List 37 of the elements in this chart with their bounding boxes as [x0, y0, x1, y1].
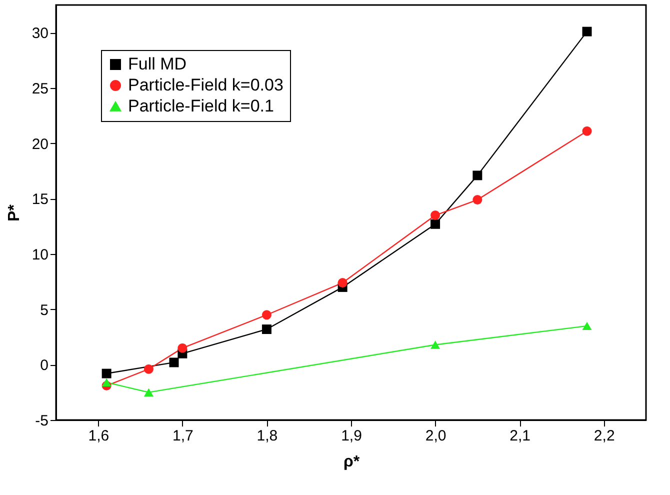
point [144, 364, 154, 374]
y-tick-label: 15 [32, 191, 48, 208]
y-tick-label: -5 [35, 412, 48, 430]
point [472, 170, 482, 180]
point [144, 388, 154, 396]
point [102, 378, 112, 386]
x-tick-label: 1,8 [256, 428, 278, 444]
point [338, 278, 348, 288]
legend-label: Particle-Field k=0.1 [128, 96, 274, 116]
point [262, 310, 272, 320]
legend-label: Particle-Field k=0.03 [128, 76, 284, 94]
point [102, 368, 112, 378]
legend-label: Full MD [128, 54, 187, 74]
y-tick-label: 20 [32, 136, 48, 153]
y-tick-label: 10 [32, 246, 48, 264]
point [430, 219, 440, 229]
x-tick-label: 2,0 [425, 428, 446, 444]
point [262, 324, 272, 334]
point [430, 210, 440, 220]
point [582, 26, 592, 36]
point [178, 343, 188, 353]
y-tick-label: 25 [32, 80, 48, 98]
point [472, 195, 482, 205]
y-axis-title: P* [6, 204, 23, 222]
point [169, 358, 179, 368]
x-tick-label: 2,2 [594, 428, 615, 444]
y-tick-label: 0 [40, 357, 48, 374]
x-axis-title: ρ* [343, 454, 360, 470]
point [430, 340, 440, 349]
x-tick-label: 1,6 [88, 428, 110, 444]
x-tick-label: 1,9 [341, 428, 362, 444]
point [582, 126, 592, 136]
x-tick-label: 2,1 [510, 428, 530, 444]
y-tick-label: 30 [32, 25, 48, 42]
y-tick-label: 5 [40, 302, 48, 319]
point [582, 322, 592, 330]
x-tick-label: 1,7 [172, 428, 194, 444]
